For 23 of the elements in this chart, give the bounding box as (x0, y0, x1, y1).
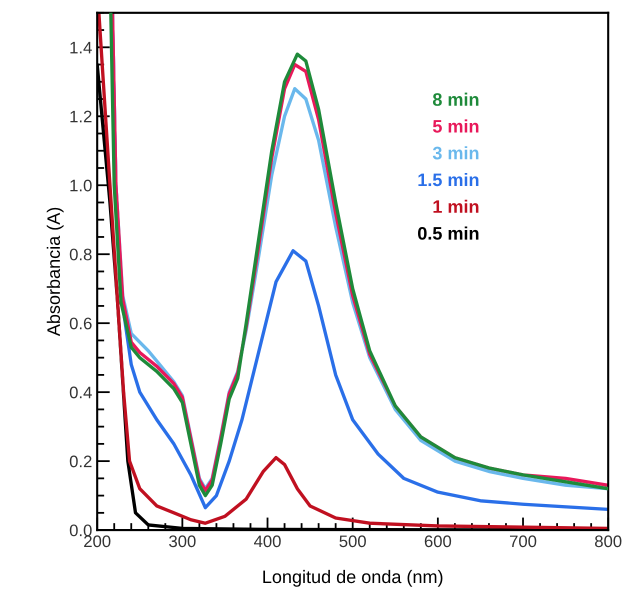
text: 1.5 min (418, 172, 478, 186)
text: 3 min (432, 146, 478, 160)
x-tick-label: 700 (510, 535, 536, 548)
y-tick-label: 0.0 (70, 524, 92, 536)
x-tick-label: 300 (169, 535, 196, 548)
y-tick-label: 0.8 (70, 248, 92, 260)
y-tick-label: 1.4 (70, 42, 92, 54)
x-tick-label: 200 (84, 535, 110, 548)
x-tick-label: 600 (424, 535, 452, 548)
y-tick-label: 0.2 (70, 456, 92, 468)
y-axis-title: Absorbancia (A) (46, 208, 64, 336)
x-tick-label: 400 (254, 535, 281, 548)
text: 5 min (432, 119, 478, 133)
y-tick-label: 1.0 (70, 180, 92, 192)
y-tick-label: 1.2 (70, 110, 92, 122)
text: 8 min (432, 92, 478, 106)
x-axis-title: Longitud de onda (nm) (263, 570, 442, 587)
x-tick-label: 800 (595, 535, 622, 548)
text: 1 min (434, 200, 478, 213)
y-tick-label: 0.6 (70, 318, 92, 330)
text: 0.5 min (418, 226, 478, 240)
x-tick-label: 500 (339, 535, 366, 548)
y-tick-label: 0.4 (70, 386, 92, 398)
